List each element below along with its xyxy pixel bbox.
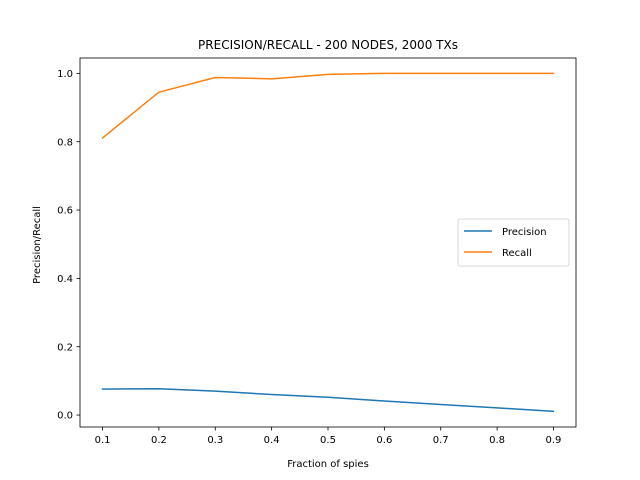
x-tick-label: 0.6 [376, 435, 392, 446]
chart-title: PRECISION/RECALL - 200 NODES, 2000 TXs [198, 38, 458, 52]
x-tick-label: 0.3 [207, 435, 223, 446]
x-tick-label: 0.9 [546, 435, 562, 446]
y-tick-label: 0.6 [57, 206, 73, 217]
y-tick-label: 0.4 [57, 274, 73, 285]
y-tick-label: 0.2 [57, 342, 73, 353]
x-axis-label: Fraction of spies [287, 459, 369, 470]
y-tick-label: 0.8 [57, 137, 73, 148]
y-axis-label: Precision/Recall [32, 206, 43, 284]
x-tick-label: 0.1 [95, 435, 111, 446]
x-tick-label: 0.7 [433, 435, 449, 446]
x-tick-label: 0.4 [264, 435, 280, 446]
legend-label-recall: Recall [502, 248, 532, 259]
y-tick-label: 1.0 [57, 69, 73, 80]
y-tick-label: 0.0 [57, 411, 73, 422]
x-tick-label: 0.8 [489, 435, 505, 446]
plot-area: 0.1 0.2 0.3 0.4 0.5 0.6 0.7 0.8 0.9 0.0 0.2 0.4 0.6 0… [57, 57, 577, 446]
x-tick-label: 0.5 [320, 435, 336, 446]
legend-label-precision: Precision [502, 227, 547, 238]
x-tick-label: 0.2 [151, 435, 167, 446]
